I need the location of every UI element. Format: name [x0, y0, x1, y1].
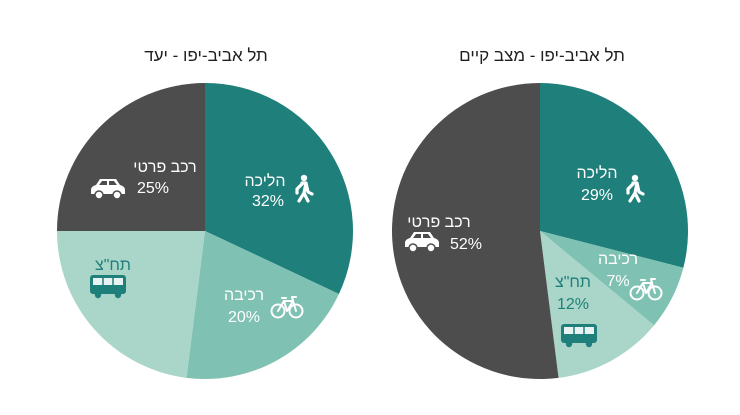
walking-person-icon — [626, 174, 645, 203]
slice-value-transit: 12% — [557, 296, 589, 313]
car-icon — [91, 179, 125, 200]
pie-slice-bike — [540, 231, 684, 326]
chart-title-target: תל אביב-יפו - יעד — [144, 46, 268, 65]
car-icon — [405, 232, 439, 253]
slice-label-walk: הליכה — [245, 172, 286, 190]
slice-value-car: 52% — [450, 236, 482, 253]
walking-person-icon — [295, 174, 314, 203]
pie-slice-walk — [540, 83, 688, 268]
slice-value-walk: 29% — [581, 187, 613, 204]
slice-label-bike: רכיבה — [224, 287, 264, 304]
slice-label-car: רכב פרטי — [133, 159, 196, 176]
pie-slice-walk — [205, 83, 354, 295]
slice-label-transit: תח"צ — [95, 257, 131, 274]
bus-icon — [561, 324, 597, 348]
slice-label-bike: רכיבה — [598, 251, 638, 268]
pie-slice-car — [392, 83, 559, 379]
slice-value-walk: 32% — [252, 193, 284, 210]
bus-icon — [90, 275, 126, 299]
chart-title-current: תל אביב-יפו - מצב קיים — [459, 46, 625, 65]
bicycle-icon — [629, 278, 663, 301]
pie-slice-bike — [186, 231, 339, 380]
slice-value-car: 25% — [137, 180, 169, 197]
slice-label-car: רכב פרטי — [407, 214, 470, 231]
pie-slice-car — [57, 83, 205, 231]
bicycle-icon — [270, 296, 304, 319]
slice-label-walk: הליכה — [577, 164, 618, 182]
pie-slice-transit — [57, 231, 205, 378]
slice-label-transit: תח"צ — [555, 274, 591, 291]
slice-value-bike: 7% — [606, 273, 629, 290]
slice-value-bike: 20% — [228, 309, 260, 326]
pie-chart-1: הליכה 29% רכיבה 7% תח"צ 12% רכב פרטי 52% — [392, 83, 688, 379]
